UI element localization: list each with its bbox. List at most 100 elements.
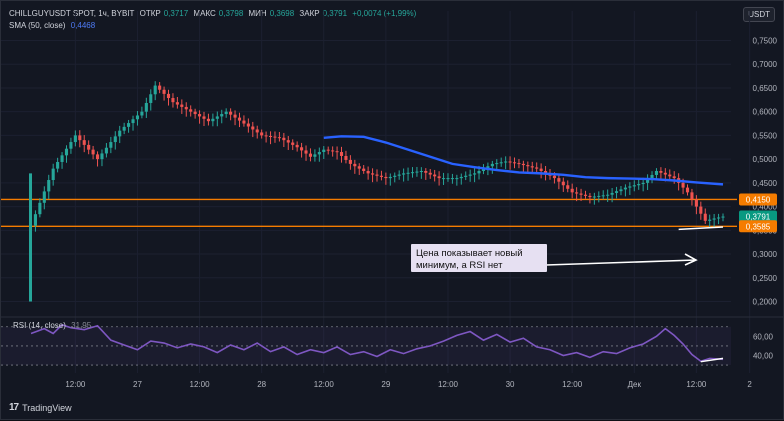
candle-body <box>530 166 534 168</box>
y-tick-label: 0,2000 <box>753 298 778 307</box>
high-label: МАКС <box>193 9 216 18</box>
candle-body <box>286 140 290 143</box>
candle-body <box>504 161 508 163</box>
candle-body <box>663 172 667 175</box>
candle-body <box>277 137 281 139</box>
candle-body <box>371 173 375 175</box>
candle-body <box>606 194 610 196</box>
rsi-legend[interactable]: RSI (14, close) 31,95 <box>13 321 94 330</box>
change-value: +0,0074 (+1,99%) <box>352 9 417 18</box>
sma-line <box>323 135 724 186</box>
x-tick-label: 27 <box>133 380 142 389</box>
symbol-title[interactable]: CHILLGUYUSDT SPOT, 1ч, BYBIT <box>9 9 135 18</box>
candle-body <box>33 214 37 226</box>
candle-body <box>708 219 712 221</box>
candle-body <box>51 168 55 181</box>
sma-value: 0,4468 <box>70 21 96 30</box>
open-label: ОТКР <box>139 9 161 18</box>
candle-body <box>166 93 171 99</box>
candle-body <box>300 147 304 151</box>
annotation-line-1: Цена показывает новый <box>416 248 523 259</box>
candle-body <box>499 162 503 164</box>
candle-body <box>721 216 725 218</box>
candle-body <box>437 176 441 179</box>
candle-body <box>331 150 335 152</box>
candle-body <box>433 174 437 177</box>
candle-body <box>353 163 357 167</box>
price-tag-label: 0,3791 <box>746 213 771 222</box>
candle-body <box>56 161 60 169</box>
candle-body <box>659 171 663 173</box>
y-tick-label: 0,7000 <box>753 60 778 69</box>
candle-body <box>654 171 659 175</box>
candle-body <box>490 163 494 167</box>
candle-body <box>459 176 463 179</box>
tradingview-label: TradingView <box>22 402 72 413</box>
candle-body <box>158 85 162 90</box>
candle-body <box>544 171 548 174</box>
candle-body <box>78 135 82 141</box>
candle-body <box>668 174 672 177</box>
candle-body <box>91 149 95 155</box>
currency-button[interactable]: USDT <box>743 7 775 22</box>
candle-body <box>38 202 42 215</box>
candle-body <box>415 171 419 173</box>
candle-body <box>481 168 486 171</box>
y-tick-label: 0,6000 <box>753 108 778 117</box>
tradingview-logo[interactable]: 17 TradingView <box>9 402 72 413</box>
candle-body <box>535 167 539 169</box>
candle-body <box>348 159 352 164</box>
candle-body <box>397 174 401 176</box>
candle-body <box>650 174 654 179</box>
x-tick-label: 12:00 <box>438 380 459 389</box>
candle-body <box>113 136 117 143</box>
candle-body <box>521 163 525 166</box>
candle-body <box>610 192 614 195</box>
high-value: 0,3798 <box>218 9 244 18</box>
y-tick-label: 0,4000 <box>753 203 778 212</box>
candle-body <box>557 178 561 182</box>
candle-body <box>690 192 694 200</box>
candle-body <box>566 185 570 189</box>
candle-body <box>335 151 339 153</box>
price-tag-label: 0,3585 <box>746 222 771 231</box>
candle-body <box>614 191 619 193</box>
rsi-divergence-line <box>700 357 724 363</box>
candle-body <box>189 109 193 112</box>
candle-body <box>512 162 517 164</box>
candle-body <box>215 116 219 119</box>
candle-body <box>495 163 499 165</box>
y-tick-label: 0,3000 <box>753 250 778 259</box>
x-tick-label: 12:00 <box>190 380 211 389</box>
candle-body <box>446 178 450 180</box>
candle-body <box>561 181 565 186</box>
candle-body <box>539 168 543 171</box>
candle-body <box>344 155 348 160</box>
grid <box>1 11 751 373</box>
candle-body <box>628 186 632 188</box>
candle-body <box>122 126 126 131</box>
rsi-tick-label: 40,00 <box>753 352 774 361</box>
sma-legend[interactable]: SMA (50, close) 0,4468 <box>9 21 98 30</box>
candle-body <box>419 171 423 172</box>
candle-body <box>109 142 113 148</box>
candle-body <box>375 174 379 176</box>
candle-body <box>379 175 383 177</box>
x-tick-label: 28 <box>257 380 266 389</box>
candle-body <box>717 217 721 219</box>
low-value: 0,3698 <box>269 9 295 18</box>
candle-body <box>477 171 481 174</box>
axes: 0,7500 0,7000 0,6500 0,6000 0,5500 0,5000 0,45… <box>1 36 784 389</box>
candle-body <box>317 152 321 155</box>
x-tick-label: 12:00 <box>686 380 707 389</box>
candle-body <box>641 182 645 185</box>
x-tick-label: 2 <box>747 380 752 389</box>
candle-body <box>140 111 144 116</box>
sma-line-path <box>323 135 724 186</box>
candle-body <box>468 174 472 176</box>
candle-body <box>588 195 592 198</box>
candle-body <box>144 102 148 112</box>
candle-body <box>322 149 326 153</box>
